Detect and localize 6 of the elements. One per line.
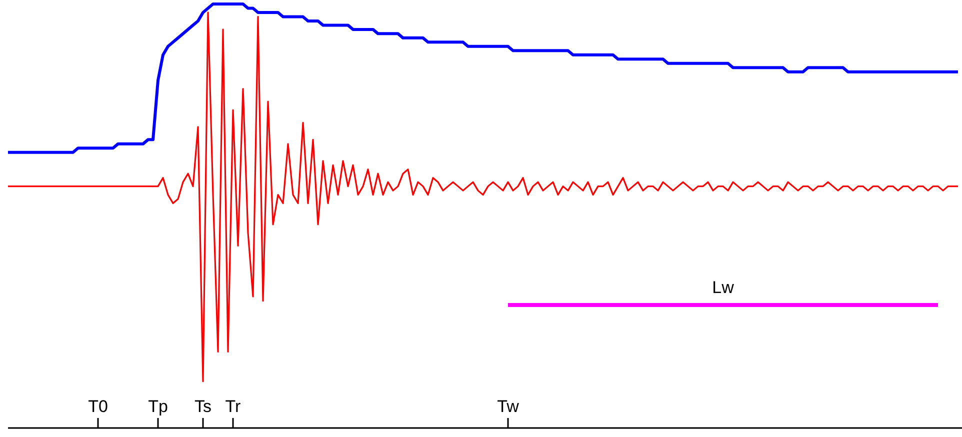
x-tick-label: T0 [88, 397, 108, 416]
x-tick-label: Tw [497, 397, 520, 416]
x-tick-label: Ts [194, 397, 212, 416]
x-tick-label: Tp [148, 397, 168, 416]
series-label: Lw [712, 278, 735, 298]
x-tick-label: Tr [225, 397, 242, 416]
